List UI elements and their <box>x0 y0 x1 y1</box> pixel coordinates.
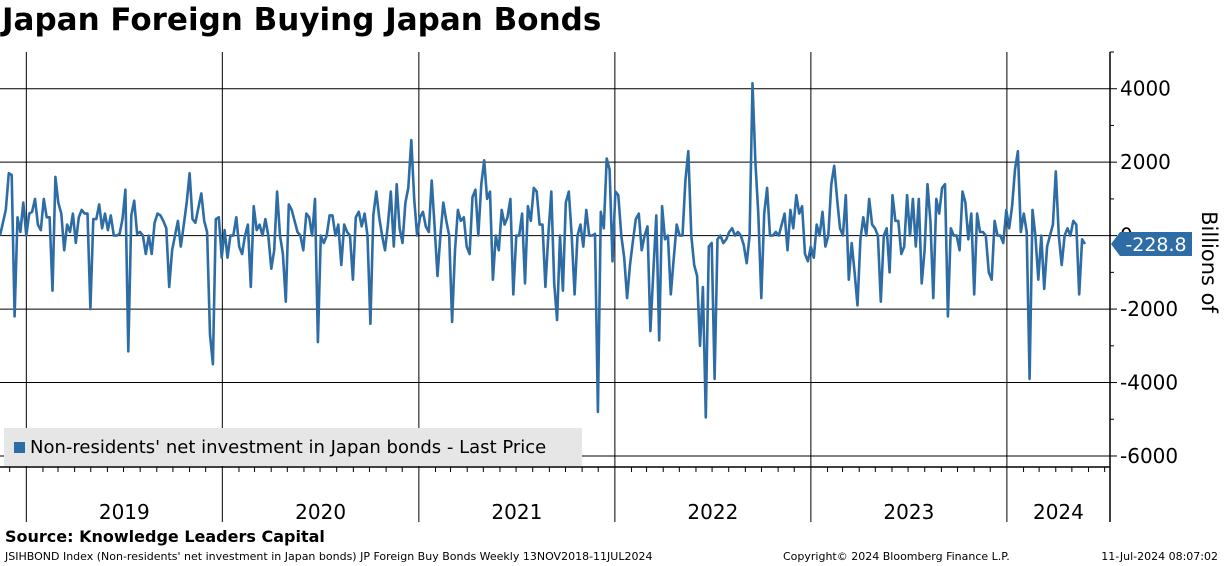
last-value-badge <box>1111 232 1192 257</box>
footer-copyright: Copyright© 2024 Bloomberg Finance L.P. <box>783 550 1010 563</box>
y-tick-label: 2000 <box>1120 150 1171 174</box>
footer-timestamp: 11-Jul-2024 08:07:02 <box>1101 550 1218 563</box>
x-tick-label: 2020 <box>295 500 346 524</box>
last-value-label: -228.8 <box>1125 234 1186 256</box>
legend-label: Non-residents' net investment in Japan b… <box>30 436 547 458</box>
chart-title: Japan Foreign Buying Japan Bonds <box>2 2 602 38</box>
last-value-marker: -228.8 <box>1111 232 1192 257</box>
x-tick-labels: 2019 2020 2021 2022 2023 2024 <box>99 500 1084 524</box>
y-tick-label: 4000 <box>1120 77 1171 101</box>
x-tick-label: 2019 <box>99 500 150 524</box>
legend-swatch <box>14 441 25 453</box>
source-text: Source: Knowledge Leaders Capital <box>5 527 325 546</box>
series-group <box>0 81 1087 419</box>
x-tick-label: 2022 <box>687 500 738 524</box>
axes <box>0 52 1111 522</box>
y-tick-label: -2000 <box>1120 297 1178 321</box>
y-axis-unit-label: Billions of <box>1197 211 1221 313</box>
footer-description: JSIHBOND Index (Non-residents' net inves… <box>5 550 653 563</box>
legend: Non-residents' net investment in Japan b… <box>4 428 582 466</box>
y-tick-labels: 400020000-2000-4000-6000 <box>1120 77 1178 468</box>
vertical-gridlines <box>25 52 1008 522</box>
y-tick-label: -6000 <box>1120 444 1178 468</box>
series-line <box>0 81 1087 419</box>
x-tick-label: 2023 <box>883 500 934 524</box>
x-tick-label: 2021 <box>491 500 542 524</box>
y-tick-label: -4000 <box>1120 371 1178 395</box>
x-tick-label: 2024 <box>1033 500 1084 524</box>
